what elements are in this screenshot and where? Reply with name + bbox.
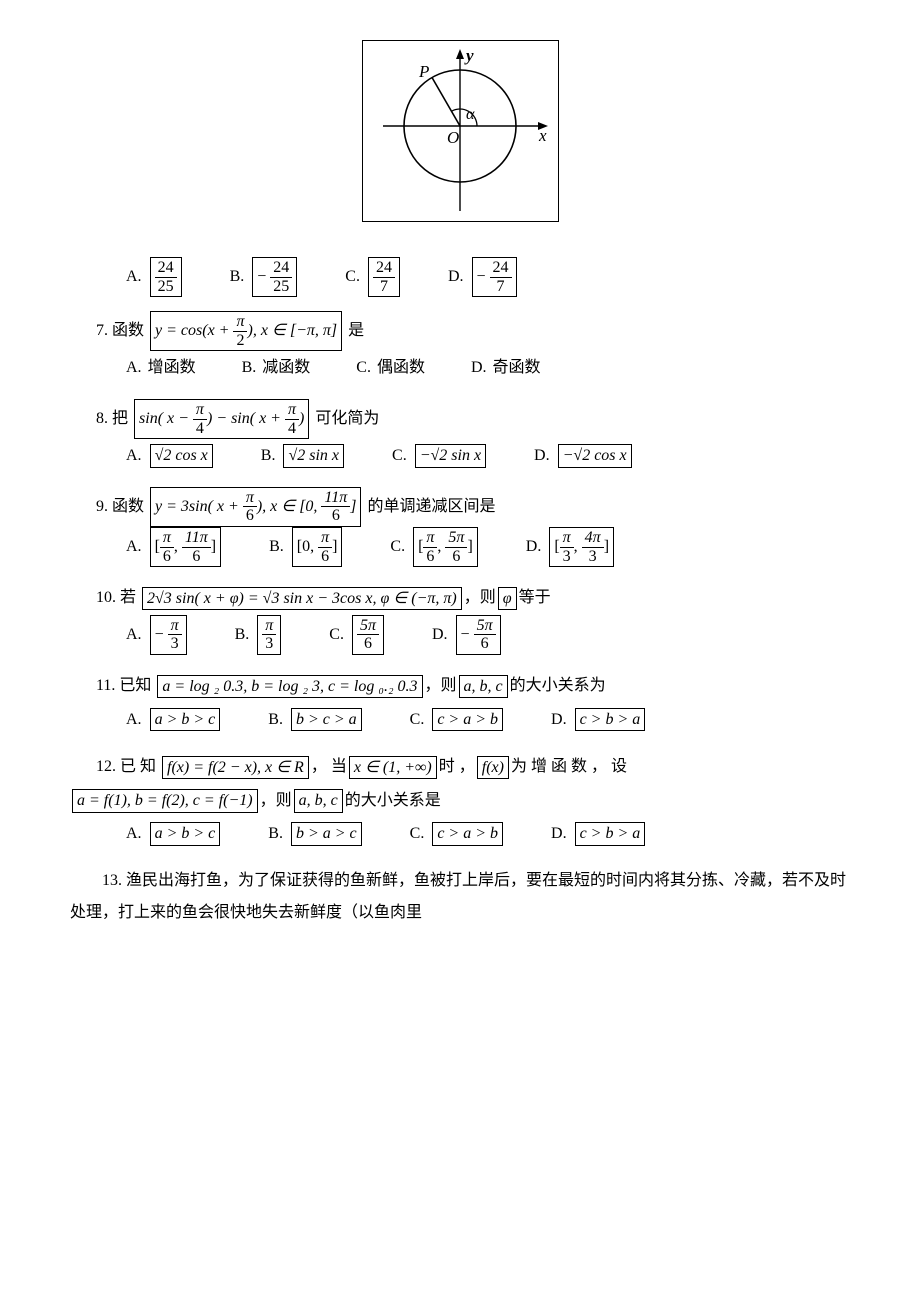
circle-diagram: y x O P α: [362, 40, 559, 222]
q-text: 是: [348, 322, 364, 339]
q12-opt-d: D.c > b > a: [551, 817, 647, 851]
q9-opt-b: B. [0, π6]: [269, 527, 344, 567]
q-text: 若: [120, 589, 136, 606]
q-number: 11.: [96, 677, 115, 694]
q9-opt-c: C. [π6, 5π6]: [390, 527, 479, 567]
point-label: P: [418, 62, 429, 81]
q-text: ，则: [425, 677, 457, 694]
q-text: ，则: [260, 792, 292, 809]
q9-opt-d: D. [π3, 4π3]: [526, 527, 616, 567]
q-text: 的大小关系是: [345, 792, 441, 809]
q-text: 把: [112, 410, 128, 427]
q8-opt-b: B.√2 sin x: [261, 439, 346, 473]
q-text: 为 增 函 数 ， 设: [511, 758, 627, 775]
q7-opt-a: A.增函数: [126, 351, 196, 385]
q-text: 已 知: [120, 758, 156, 775]
q6-opt-c: C. 247: [345, 257, 402, 297]
q11-opt-d: D.c > b > a: [551, 703, 647, 737]
q12-opt-a: A.a > b > c: [126, 817, 222, 851]
q-text: 等于: [519, 589, 551, 606]
q6-options-row: A. 2425 B. − 2425 C. 247 D. − 247: [70, 257, 850, 297]
q11-expr: a = log ₂ 0.3, b = log ₂ 3, c = log ₀.₂ …: [157, 675, 422, 698]
q8-opt-a: A.√2 cos x: [126, 439, 215, 473]
origin-label: O: [447, 128, 459, 147]
q10-opt-d: D. − 5π6: [432, 615, 503, 655]
q-number: 9.: [96, 498, 108, 515]
q7-opt-b: B.减函数: [242, 351, 311, 385]
x-label: x: [538, 126, 547, 145]
q-text: 可化简为: [315, 410, 379, 427]
q-number: 7.: [96, 322, 108, 339]
q10-expr: 2√3 sin( x + φ) = √3 sin x − 3cos x, φ ∈…: [142, 587, 462, 610]
opt-label: A.: [126, 260, 142, 294]
q11-opt-c: C.c > a > b: [410, 703, 505, 737]
q7: 7. 函数 y = cos(x + π2), x ∈ [−π, π] 是 A.增…: [70, 311, 850, 385]
q-text: 已知: [119, 677, 151, 694]
q12: 12. 已 知 f(x) = f(2 − x), x ∈ R， 当x ∈ (1,…: [70, 750, 850, 851]
q-number: 8.: [96, 410, 108, 427]
q11: 11. 已知 a = log ₂ 0.3, b = log ₂ 3, c = l…: [70, 669, 850, 736]
q-number: 13.: [102, 872, 122, 889]
q12-opt-c: C.c > a > b: [410, 817, 505, 851]
q-text: 函数: [112, 322, 144, 339]
q13: 13. 渔民出海打鱼，为了保证获得的鱼新鲜，鱼被打上岸后，要在最短的时间内将其分…: [70, 865, 850, 929]
q12-e2: x ∈ (1, +∞): [349, 756, 437, 779]
q7-expr: y = cos(x + π2), x ∈ [−π, π]: [150, 311, 342, 351]
q-text: 函数: [112, 498, 144, 515]
q-text: ， 当: [311, 758, 347, 775]
q12-e5: a, b, c: [294, 789, 343, 812]
opt-label: B.: [230, 260, 245, 294]
q6-opt-d: D. − 247: [448, 257, 519, 297]
q12-opt-b: B.b > a > c: [268, 817, 363, 851]
q-number: 10.: [96, 589, 116, 606]
q6-opt-b: B. − 2425: [230, 257, 300, 297]
opt-label: C.: [345, 260, 360, 294]
q12-e4: a = f(1), b = f(2), c = f(−1): [72, 789, 258, 812]
q7-opt-d: D.奇函数: [471, 351, 541, 385]
q-number: 12.: [96, 758, 116, 775]
q8-expr: sin( x − π4) − sin( x + π4): [134, 399, 309, 439]
opt-label: D.: [448, 260, 464, 294]
q11-opt-b: B.b > c > a: [268, 703, 363, 737]
q6-opt-a: A. 2425: [126, 257, 184, 297]
q-text: 的单调递减区间是: [367, 498, 495, 515]
y-label: y: [464, 46, 474, 65]
q12-e1: f(x) = f(2 − x), x ∈ R: [162, 756, 309, 779]
q10-opt-c: C. 5π6: [329, 615, 386, 655]
q10-opt-b: B. π3: [235, 615, 284, 655]
q8-opt-d: D.−√2 cos x: [534, 439, 634, 473]
q8-opt-c: C.−√2 sin x: [392, 439, 488, 473]
q9-opt-a: A. [π6, 11π6]: [126, 527, 223, 567]
angle-label: α: [466, 106, 475, 123]
q-text: ，则: [464, 589, 496, 606]
q9-expr: y = 3sin( x + π6), x ∈ [0, 11π6]: [150, 487, 361, 527]
q11-opt-a: A.a > b > c: [126, 703, 222, 737]
q-text: 的大小关系为: [510, 677, 606, 694]
q12-e3: f(x): [477, 756, 509, 779]
q6-figure: y x O P α: [70, 40, 850, 227]
q11-abc: a, b, c: [459, 675, 508, 698]
q10: 10. 若 2√3 sin( x + φ) = √3 sin x − 3cos …: [70, 581, 850, 655]
q10-opt-a: A. − π3: [126, 615, 189, 655]
q10-phi: φ: [498, 587, 517, 610]
q13-text: 渔民出海打鱼，为了保证获得的鱼新鲜，鱼被打上岸后，要在最短的时间内将其分拣、冷藏…: [70, 872, 846, 921]
q9: 9. 函数 y = 3sin( x + π6), x ∈ [0, 11π6] 的…: [70, 487, 850, 567]
q8: 8. 把 sin( x − π4) − sin( x + π4) 可化简为 A.…: [70, 399, 850, 473]
q7-opt-c: C.偶函数: [356, 351, 425, 385]
q-text: 时 ，: [439, 758, 475, 775]
